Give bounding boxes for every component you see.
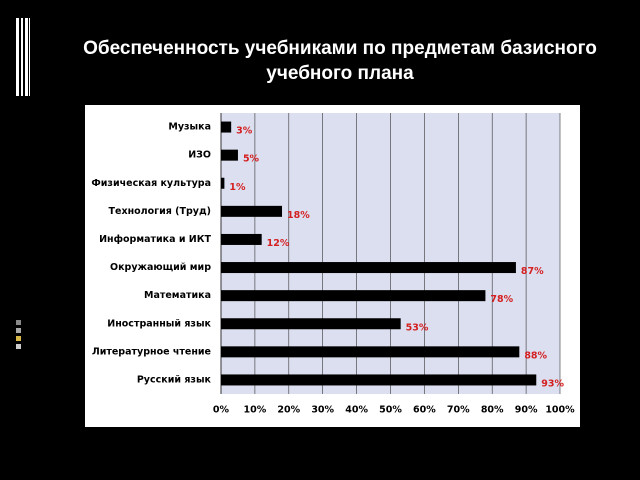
x-tick-label: 70% <box>447 405 470 416</box>
x-tick-label: 40% <box>345 405 368 416</box>
x-tick-label: 80% <box>481 405 504 416</box>
x-tick-label: 50% <box>379 405 402 416</box>
x-tick-label: 90% <box>515 405 538 416</box>
bar <box>221 262 516 274</box>
y-tick-label: ИЗО <box>188 150 211 161</box>
x-tick-label: 20% <box>277 405 300 416</box>
value-label: 87% <box>521 266 544 277</box>
chart-title: Обеспеченность учебниками по предметам б… <box>83 38 597 84</box>
bar <box>221 346 520 358</box>
bar <box>221 177 225 189</box>
bar <box>221 205 283 217</box>
y-tick-label: Математика <box>144 290 211 301</box>
bar <box>221 233 262 245</box>
value-label: 12% <box>267 238 290 249</box>
value-label: 93% <box>541 378 564 389</box>
value-label: 18% <box>287 210 310 221</box>
y-tick-label: Русский язык <box>137 374 212 385</box>
bar <box>221 374 537 386</box>
bar <box>221 121 232 133</box>
y-tick-label: Информатика и ИКТ <box>99 234 211 245</box>
y-tick-label: Литературное чтение <box>92 346 211 357</box>
bar <box>221 290 486 302</box>
x-tick-label: 30% <box>311 405 334 416</box>
bar <box>221 318 401 330</box>
x-tick-label: 0% <box>213 405 230 416</box>
decoration <box>16 18 30 349</box>
value-label: 53% <box>406 322 429 333</box>
y-tick-label: Окружающий мир <box>110 262 211 273</box>
y-tick-label: Иностранный язык <box>107 318 211 329</box>
value-label: 88% <box>524 350 547 361</box>
value-label: 1% <box>229 182 246 193</box>
value-label: 3% <box>236 126 253 137</box>
x-tick-label: 100% <box>545 405 575 416</box>
value-label: 5% <box>243 154 260 165</box>
x-tick-label: 60% <box>413 405 436 416</box>
y-tick-label: Технология (Труд) <box>109 206 211 217</box>
y-tick-label: Физическая культура <box>91 178 211 189</box>
x-tick-label: 10% <box>244 405 267 416</box>
y-tick-label: Музыка <box>168 122 211 133</box>
bar <box>221 149 238 161</box>
value-label: 78% <box>490 294 513 305</box>
